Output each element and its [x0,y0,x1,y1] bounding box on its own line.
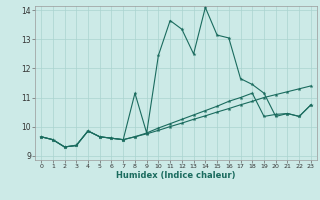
X-axis label: Humidex (Indice chaleur): Humidex (Indice chaleur) [116,171,236,180]
